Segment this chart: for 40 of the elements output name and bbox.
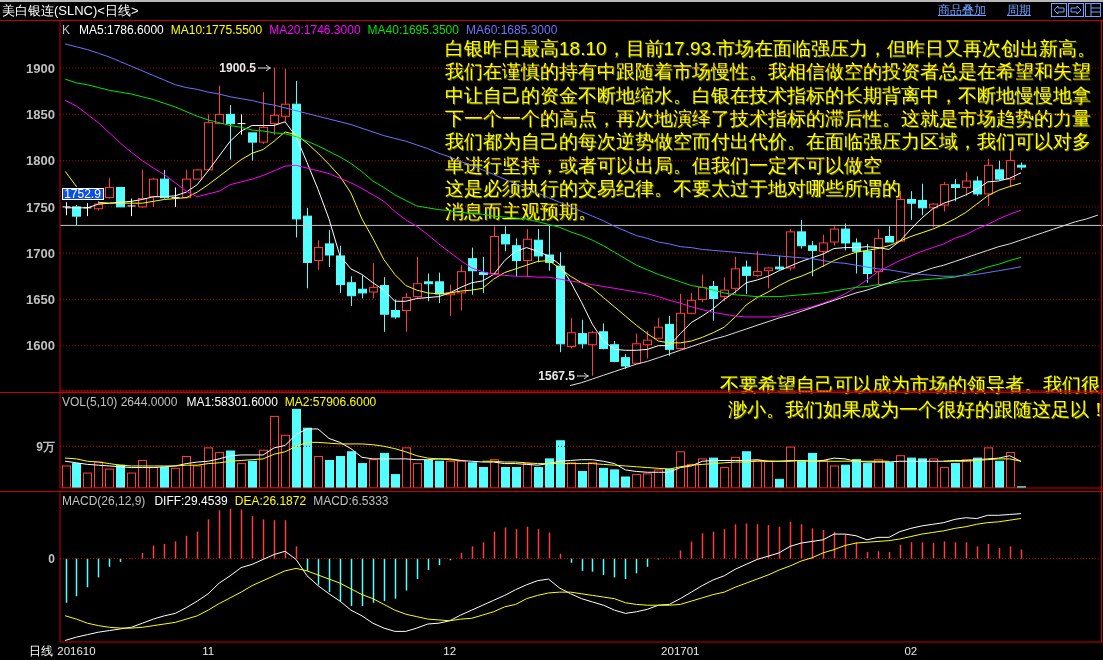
text: 周期 xyxy=(1007,3,1031,17)
legend-title: K xyxy=(62,23,71,37)
y-tick-label: 1700 xyxy=(26,245,55,261)
annotation: 渺小。我们如果成为一个很好的跟随这足以！ xyxy=(728,398,1103,421)
annotation: 下一个一个的高点，再次地演绎了技术指标的滞后性。这就是市场趋势的力量 xyxy=(445,106,1091,130)
text: DIFF:29.4539 xyxy=(154,494,228,508)
legend-title: MACD(26,12,9) xyxy=(62,494,146,508)
text: MA60:1685.3000 xyxy=(465,23,558,37)
annotation: 1567.5 xyxy=(537,369,575,383)
annotation: 我们都为自己的每次逆势做空而付出代价。在面临强压力区域，我们可以对多 xyxy=(445,130,1091,154)
text: MA2:57906.6000 xyxy=(284,395,377,409)
text: MA1:58301.6000 xyxy=(186,395,278,409)
text: MACD:6.5333 xyxy=(313,494,389,508)
y-tick-label: 1600 xyxy=(26,338,55,354)
text: MA20:1746.3000 xyxy=(269,23,361,37)
price-tag: 1752.9 xyxy=(61,188,104,200)
legend-title: VOL(5,10) 2644.0000 xyxy=(62,395,178,409)
x-tick-label: 12 xyxy=(443,645,457,657)
y-tick-label: 1750 xyxy=(26,199,55,215)
x-tick-label: 11 xyxy=(202,645,215,657)
text: DEA:26.1872 xyxy=(234,494,307,508)
annotation: 中让自己的资金不断地缩水。白银在技术指标的长期背离中，不断地慢慢地拿 xyxy=(445,83,1091,107)
y-tick-label: 1900 xyxy=(26,60,55,76)
ref-line-label: 0 xyxy=(48,551,56,566)
x-tick-label: 201701 xyxy=(661,645,700,657)
x-axis-title: 日线 xyxy=(29,644,53,658)
y-tick-label: 1850 xyxy=(26,106,55,122)
chart-title: 美白银连(SLNC)<日线> xyxy=(2,3,139,18)
ref-line-label: 9万 xyxy=(36,439,55,454)
x-tick-label: 02 xyxy=(904,645,918,657)
annotation: 我们在谨慎的持有中跟随着市场慢性。我相信做空的投资者总是在希望和失望 xyxy=(445,60,1091,84)
x-tick-label: 201610 xyxy=(57,645,96,657)
annotation: 1900.5 xyxy=(218,61,256,75)
y-tick-label: 1650 xyxy=(26,292,55,308)
text: MA10:1775.5500 xyxy=(170,23,263,37)
annotation: 白银昨日最高18.10，目前17.93.市场在面临强压力，但昨日又再次创出新高。 xyxy=(445,37,1097,60)
y-tick-label: 1800 xyxy=(26,153,55,169)
text: MA40:1695.3500 xyxy=(367,23,459,37)
text: 商品叠加 xyxy=(938,3,986,17)
text: MA5:1786.6000 xyxy=(79,23,164,37)
